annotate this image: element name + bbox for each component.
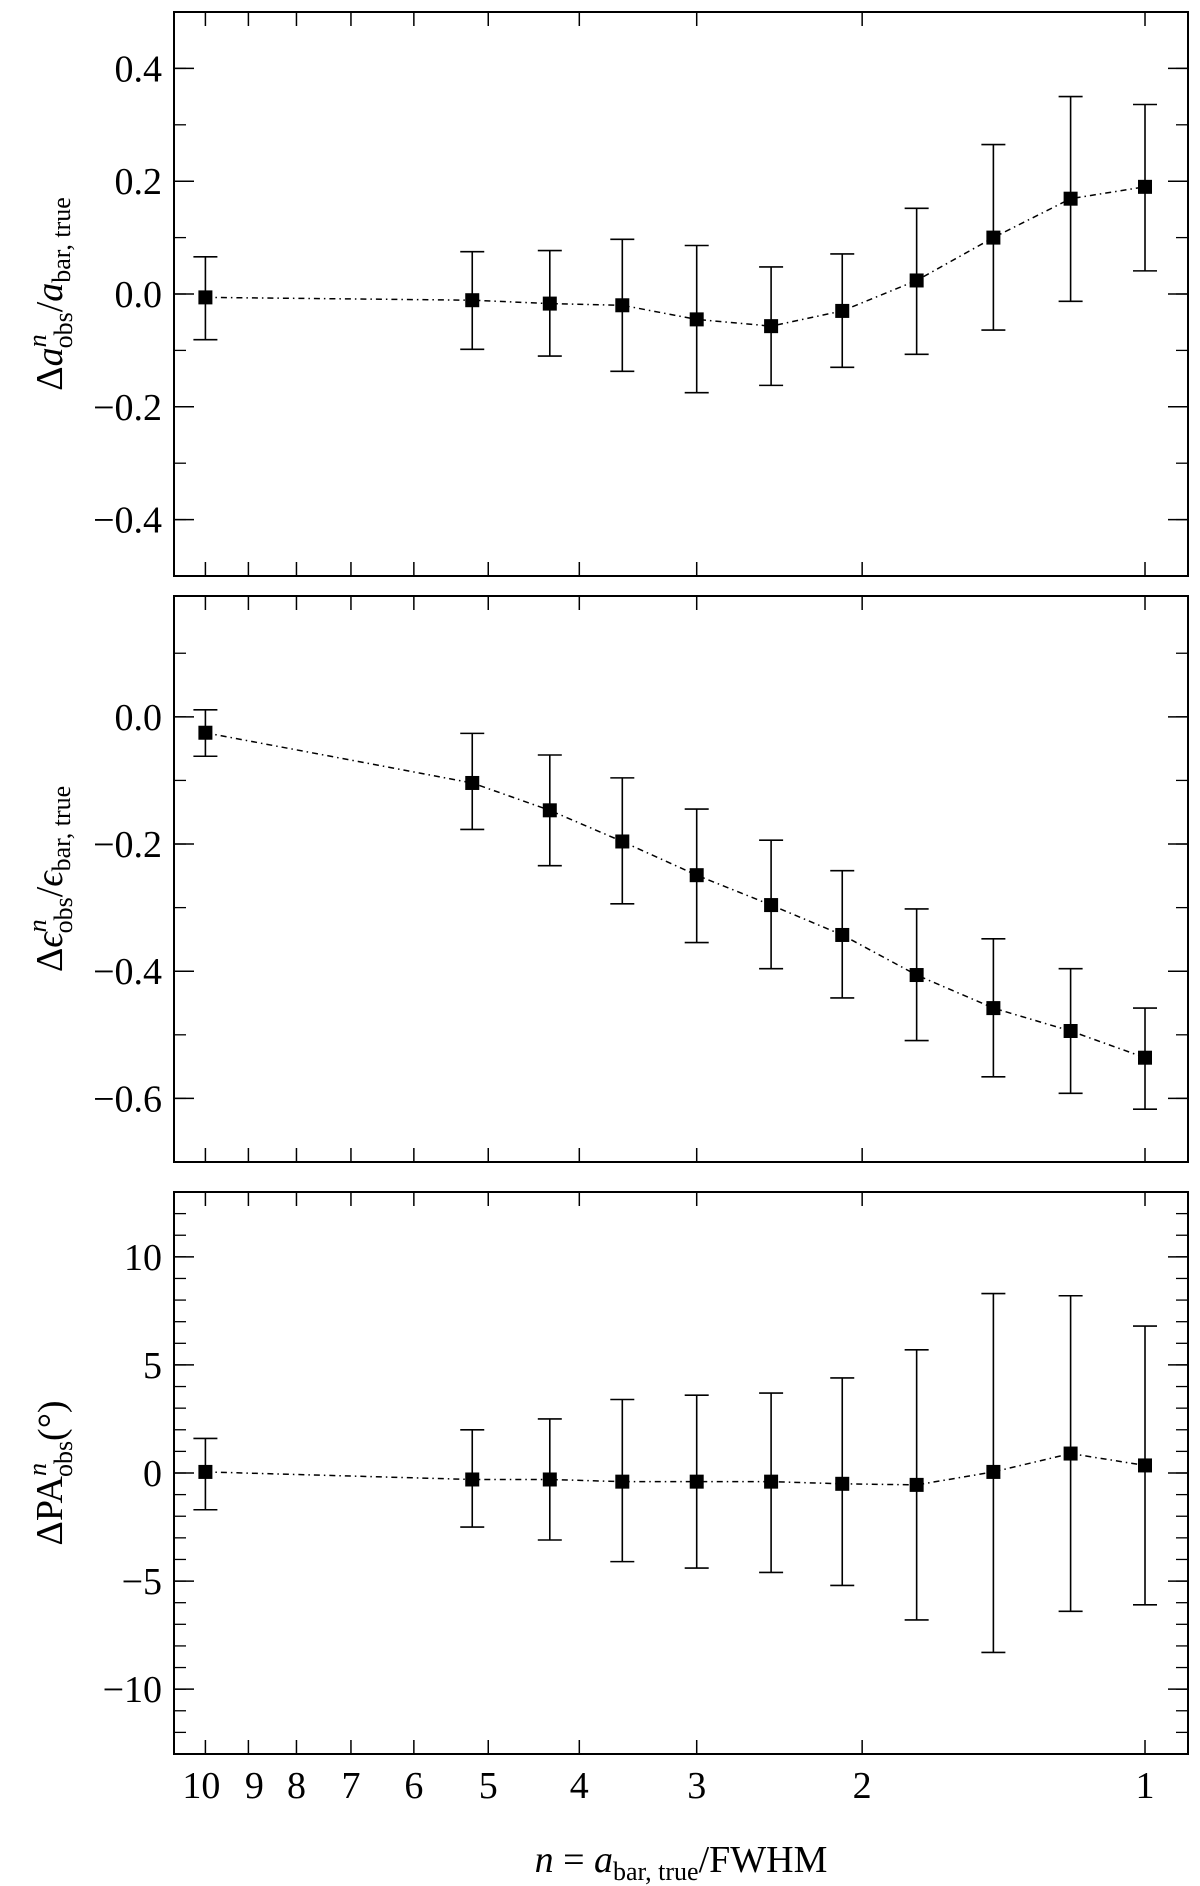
x-tick-label: 3 <box>687 1765 706 1807</box>
data-point <box>909 968 924 983</box>
y-tick-label: 0.2 <box>115 161 163 203</box>
y-tick-label: −0.4 <box>93 951 162 993</box>
data-point <box>909 273 924 288</box>
y-axis-label-part: (°) <box>31 1400 73 1441</box>
data-point <box>615 1474 630 1489</box>
data-point <box>689 868 704 883</box>
x-axis-label: n = abar, true/FWHM <box>535 1839 828 1886</box>
series-line <box>205 186 1146 327</box>
x-tick-label: 6 <box>404 1765 423 1807</box>
y-axis-label-part: ϵ <box>29 931 71 948</box>
panel-3: 10 9 8 7 6 5 4 3 2 1 10 5 0 −5 −10 ΔPAnobs(°) <box>23 1191 1189 1807</box>
x-tick-label: 8 <box>287 1765 306 1807</box>
y-axis-label: Δanobs/abar, true <box>23 197 78 391</box>
series-line <box>205 731 1146 1059</box>
y-axis-label-part: a <box>29 283 71 302</box>
y-axis-label-part: bar, true <box>47 786 76 872</box>
y-tick-label: 0.4 <box>115 48 163 90</box>
y-tick-label: −0.4 <box>93 500 162 542</box>
y-tick-label: −0.2 <box>93 824 162 866</box>
data-point <box>615 298 630 313</box>
data-point <box>542 1472 557 1487</box>
data-point <box>1138 1050 1153 1065</box>
data-point <box>542 803 557 818</box>
data-point <box>615 834 630 849</box>
y-axis-label-part: / <box>29 301 71 312</box>
data-point <box>689 1474 704 1489</box>
plot-frame <box>173 1191 1189 1755</box>
data-point <box>1138 1458 1153 1473</box>
data-point <box>198 725 213 740</box>
y-axis-label-part: ϵ <box>29 870 71 887</box>
y-axis-label: Δϵnobs/ϵbar, true <box>23 786 78 972</box>
data-point <box>986 230 1001 245</box>
data-point <box>986 1464 1001 1479</box>
y-axis-label-part: Δ <box>29 366 71 390</box>
plot-frame <box>173 595 1189 1163</box>
y-tick-label: 0.0 <box>115 697 163 739</box>
data-point <box>689 312 704 327</box>
data-point <box>1138 179 1153 194</box>
data-point <box>542 296 557 311</box>
x-tick-label: 2 <box>853 1765 872 1807</box>
y-axis-label-part: Δ <box>29 948 71 972</box>
data-point <box>1063 191 1078 206</box>
y-axis-label-part: ΔPA <box>29 1476 71 1546</box>
data-point <box>1063 1446 1078 1461</box>
data-point <box>764 1474 779 1489</box>
y-axis-label-part: obs <box>49 897 78 933</box>
y-tick-label: −5 <box>122 1561 162 1603</box>
data-point <box>465 293 480 308</box>
y-axis-label-part: / <box>29 886 71 897</box>
data-point <box>764 319 779 334</box>
y-tick-label: −0.2 <box>93 387 162 429</box>
y-axis-label-part: obs <box>49 1441 78 1477</box>
series-line <box>205 1452 1146 1486</box>
x-tick-label: 7 <box>341 1765 360 1807</box>
data-point <box>835 927 850 942</box>
data-point <box>835 303 850 318</box>
y-tick-label: −0.6 <box>93 1078 162 1120</box>
y-axis-label-part: a <box>29 347 71 366</box>
y-axis-label-part: n <box>23 1463 52 1476</box>
x-tick-label: 10 <box>182 1765 220 1807</box>
y-tick-label: 0.0 <box>115 274 163 316</box>
x-tick-label: 1 <box>1136 1765 1155 1807</box>
y-tick-label: 5 <box>143 1345 162 1387</box>
y-tick-label: 10 <box>124 1237 162 1279</box>
data-point <box>198 290 213 305</box>
y-tick-label: 0 <box>143 1453 162 1495</box>
data-point <box>909 1477 924 1492</box>
x-tick-label: 5 <box>479 1765 498 1807</box>
x-tick-label: 4 <box>570 1765 589 1807</box>
y-tick-label: −10 <box>103 1669 162 1711</box>
y-axis-label-part: bar, true <box>47 197 76 283</box>
data-point <box>465 775 480 790</box>
y-axis-label: ΔPAnobs(°) <box>23 1400 78 1545</box>
data-point <box>835 1476 850 1491</box>
plot-frame <box>173 11 1189 577</box>
data-point <box>986 1001 1001 1016</box>
data-point <box>465 1472 480 1487</box>
data-point <box>1063 1023 1078 1038</box>
data-point <box>198 1464 213 1479</box>
x-tick-label: 9 <box>245 1765 264 1807</box>
y-axis-label-part: n <box>23 334 52 347</box>
y-axis-label-part: obs <box>49 312 78 348</box>
data-point <box>764 898 779 913</box>
y-axis-label-part: n <box>23 919 52 932</box>
